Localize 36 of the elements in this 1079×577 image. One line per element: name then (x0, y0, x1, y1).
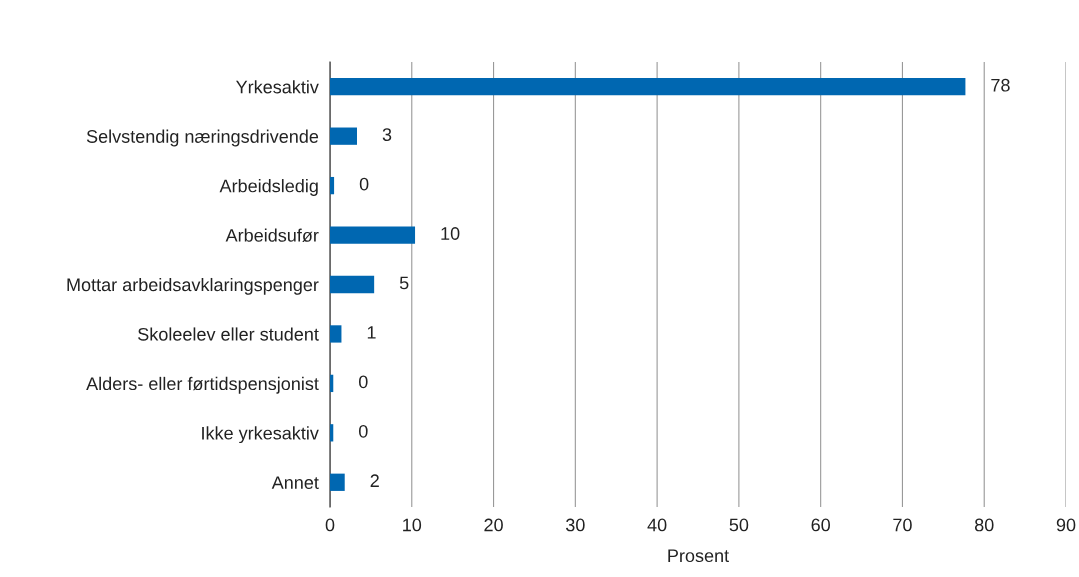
x-tick-label: 30 (565, 518, 585, 532)
data-label: 3 (382, 128, 392, 142)
x-tick-label: 40 (647, 518, 667, 532)
data-label: 2 (370, 474, 379, 487)
x-tick-label: 80 (974, 518, 994, 532)
y-tick-label: Selvstendig næringsdrivende (86, 129, 319, 147)
y-tick-label: Annet (271, 476, 319, 489)
x-tick-label: 0 (325, 518, 335, 532)
x-tick-label: 50 (729, 518, 749, 532)
x-tick-label: 60 (811, 518, 830, 532)
data-label: 10 (441, 227, 460, 240)
x-axis-title: Prosent (668, 549, 729, 563)
bar (330, 473, 345, 491)
y-tick-label: Arbeidsledig (219, 179, 318, 196)
y-tick-label: Yrkesaktiv (236, 80, 319, 94)
bar (330, 325, 342, 343)
bar (330, 78, 966, 96)
x-tick-label: 10 (403, 518, 422, 532)
bar (330, 275, 375, 294)
data-label: 0 (358, 375, 368, 389)
data-label: 78 (991, 78, 1010, 92)
y-tick-label: Mottar arbeidsavklaringspenger (67, 277, 319, 295)
y-tick-label: Alders- eller førtidspensjonist (86, 376, 319, 394)
bar (330, 226, 416, 244)
data-label: 0 (359, 177, 369, 191)
y-tick-label: Ikke yrkesaktiv (202, 426, 319, 444)
data-label: 0 (358, 424, 368, 438)
data-label: 1 (367, 326, 376, 339)
bar (330, 127, 357, 145)
x-tick-label: 70 (893, 518, 912, 532)
y-tick-label: Arbeidsufør (225, 228, 319, 242)
bar (330, 176, 335, 195)
x-tick-label: 20 (484, 518, 503, 532)
y-tick-label: Skoleelev eller student (138, 327, 319, 341)
data-label: 5 (399, 276, 409, 290)
x-tick-label: 90 (1056, 518, 1076, 532)
